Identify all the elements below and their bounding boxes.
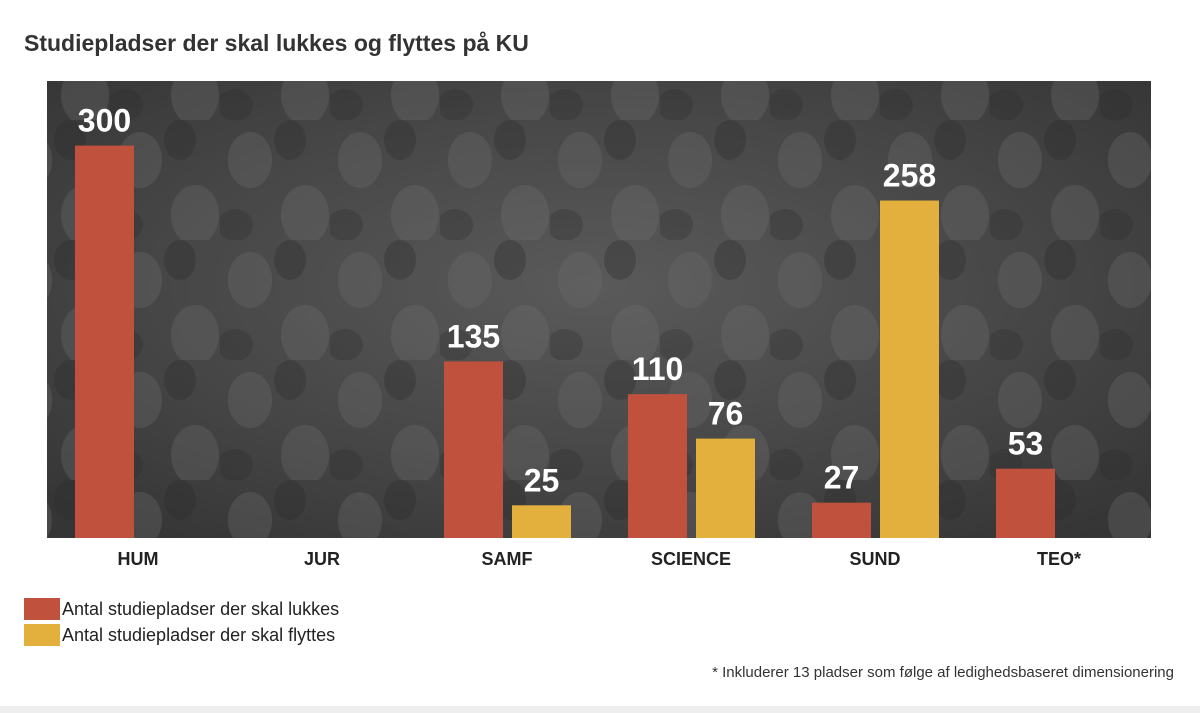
footnote: * Inkluderer 13 pladser som følge af led… bbox=[712, 664, 1174, 681]
value-label-teo-lukkes: 53 bbox=[1008, 426, 1044, 462]
bar-science-flyttes bbox=[696, 438, 755, 538]
legend-label-lukkes: Antal studiepladser der skal lukkes bbox=[62, 598, 340, 619]
value-labels-group: 300 135 25 110 76 27 258 53 bbox=[78, 103, 1043, 499]
x-axis-tick-labels: HUM JUR SAMF SCIENCE SUND TEO* bbox=[118, 549, 1082, 569]
chart-title: Studiepladser der skal lukkes og flyttes… bbox=[24, 30, 529, 56]
bars-group bbox=[75, 145, 1055, 538]
bar-sund-flyttes bbox=[880, 200, 939, 538]
x-tick-label-science: SCIENCE bbox=[651, 549, 731, 569]
x-tick-label-samf: SAMF bbox=[482, 549, 533, 569]
bar-samf-flyttes bbox=[512, 505, 571, 538]
bar-science-lukkes bbox=[628, 394, 687, 538]
legend-swatch-flyttes bbox=[24, 624, 60, 646]
bar-chart: 300 135 25 110 76 27 258 53 HUM JUR SAMF SCIENCE SU… bbox=[47, 81, 1151, 569]
x-tick-label-sund: SUND bbox=[849, 549, 900, 569]
legend-label-flyttes: Antal studiepladser der skal flyttes bbox=[62, 624, 336, 645]
value-label-science-lukkes: 110 bbox=[632, 351, 684, 387]
legend-swatch-lukkes bbox=[24, 598, 60, 620]
bar-sund-lukkes bbox=[812, 502, 871, 538]
legend-item-flyttes: Antal studiepladser der skal flyttes bbox=[24, 622, 339, 648]
x-tick-label-jur: JUR bbox=[304, 549, 340, 569]
bar-hum-lukkes bbox=[75, 145, 134, 538]
bottom-rule bbox=[0, 706, 1200, 713]
value-label-sund-flyttes: 258 bbox=[883, 158, 936, 194]
x-tick-label-hum: HUM bbox=[118, 549, 159, 569]
legend: Antal studiepladser der skal lukkes Anta… bbox=[24, 596, 339, 648]
value-label-sund-lukkes: 27 bbox=[824, 460, 860, 496]
value-label-science-flyttes: 76 bbox=[708, 396, 744, 432]
x-tick-label-teo: TEO* bbox=[1037, 549, 1081, 569]
value-label-samf-flyttes: 25 bbox=[524, 462, 560, 498]
value-label-samf-lukkes: 135 bbox=[447, 318, 500, 354]
value-label-hum-lukkes: 300 bbox=[78, 103, 131, 139]
legend-item-lukkes: Antal studiepladser der skal lukkes bbox=[24, 596, 339, 622]
bar-samf-lukkes bbox=[444, 361, 503, 538]
bar-teo-lukkes bbox=[996, 468, 1055, 538]
plot-background-texture bbox=[47, 81, 1151, 538]
